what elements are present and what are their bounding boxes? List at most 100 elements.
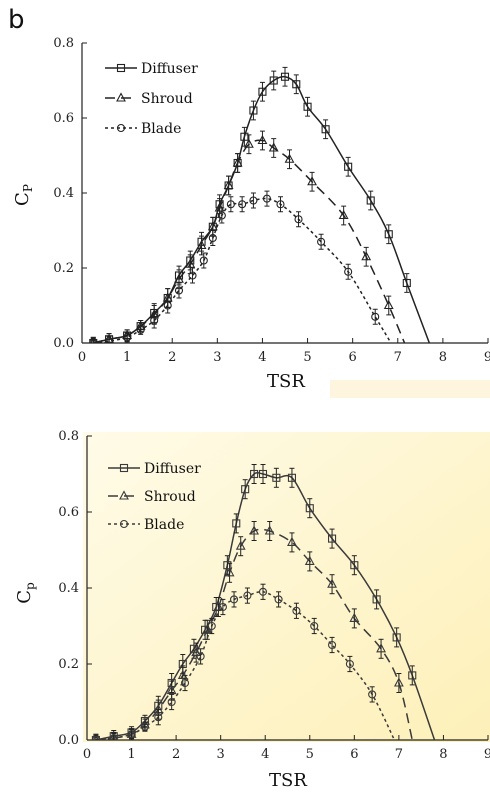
x-tick-label: 3 [213,350,221,365]
y-tick-label: 0.8 [58,429,79,444]
data-point [223,179,234,190]
x-tick-label: 2 [172,747,180,762]
data-point [376,643,386,653]
data-point [372,595,381,604]
data-point [109,734,118,740]
data-point [317,237,326,246]
x-tick-label: 5 [303,350,311,365]
data-point [350,561,359,570]
data-point [328,640,337,650]
data-point [207,221,218,231]
x-tick-label: 5 [306,747,314,762]
data-point [276,200,285,209]
data-point [344,267,353,276]
series-line-diffuser [93,75,431,343]
data-point [174,273,184,283]
data-point [249,196,258,205]
x-tick-label: 8 [439,350,447,365]
data-point [303,102,312,111]
legend-marker-shroud [116,92,126,102]
data-point [241,485,250,494]
data-point [408,671,417,680]
data-point [89,338,98,343]
x-tick-label: 7 [395,747,403,762]
data-point [361,251,372,261]
series-diffuser [89,66,431,343]
x-tick-label: 8 [439,747,447,762]
data-point [226,200,235,209]
legend-label-blade: Blade [144,517,184,533]
data-point [349,612,360,622]
bottom-panel-background [83,432,490,742]
data-point [292,606,301,615]
y-tick-label: 0.4 [53,186,74,201]
data-point [232,519,241,528]
legend-marker-diffuser [119,463,129,473]
data-point [223,561,232,570]
data-point [258,87,267,96]
data-point [305,504,314,513]
y-axis-title: Cp [14,582,37,604]
data-point [250,469,259,479]
y-tick-label: 0.0 [58,733,79,748]
data-point [154,713,163,722]
data-point [188,271,197,280]
data-point [310,621,319,631]
data-point [368,690,377,699]
data-point [136,325,145,334]
data-point [262,194,272,203]
data-point [218,602,227,612]
data-point [402,278,411,288]
data-point [393,677,404,687]
data-point [140,722,149,731]
data-point [294,215,303,224]
x-tick-label: 4 [258,350,266,365]
data-point [240,132,249,141]
data-point [191,646,202,657]
data-point [150,316,159,325]
data-point [199,256,208,265]
data-point [163,301,172,310]
data-point [229,595,239,604]
data-point [327,578,337,588]
chart-top: 0 1 2 3 4 5 6 7 8 9 0.0 0.2 0.4 0.6 0.8 TSR CP Diffuser Sh… [12,36,490,392]
data-point [269,76,278,85]
legend-marker-shroud [119,490,129,500]
data-point [196,239,207,250]
data-point [167,697,176,707]
data-point [304,555,315,565]
data-point [91,735,100,740]
legend-label-shroud: Shroud [141,91,193,107]
data-point [196,652,205,661]
series-shroud [90,130,406,343]
data-point [287,536,297,546]
x-axis-title: TSR [269,770,307,791]
data-point [257,134,268,145]
data-point [280,72,290,81]
y-axis-title: CP [12,184,35,206]
x-axis-title: TSR [267,371,305,392]
y-tick-label: 0.8 [53,36,74,51]
data-point [307,176,317,186]
y-tick-label: 0.4 [58,581,79,596]
data-point [177,669,188,679]
data-point [166,684,177,695]
panel-label: b [8,5,25,35]
series-blade [89,190,392,343]
x-tick-label: 3 [217,747,225,762]
x-tick-label: 2 [168,350,176,365]
y-tick-label: 0.6 [53,111,74,126]
series-line-blade [95,590,396,740]
x-tick-label: 1 [127,747,135,762]
data-point [249,106,258,115]
legend-label-shroud: Shroud [144,489,196,505]
legend-marker-blade [119,519,129,529]
y-tick-label: 0.0 [53,336,74,351]
legend-marker-blade [116,123,126,133]
data-point [268,142,279,152]
watermark-band [330,380,490,398]
data-point [258,469,268,479]
data-point [207,621,216,631]
x-tick-label: 4 [261,747,269,762]
